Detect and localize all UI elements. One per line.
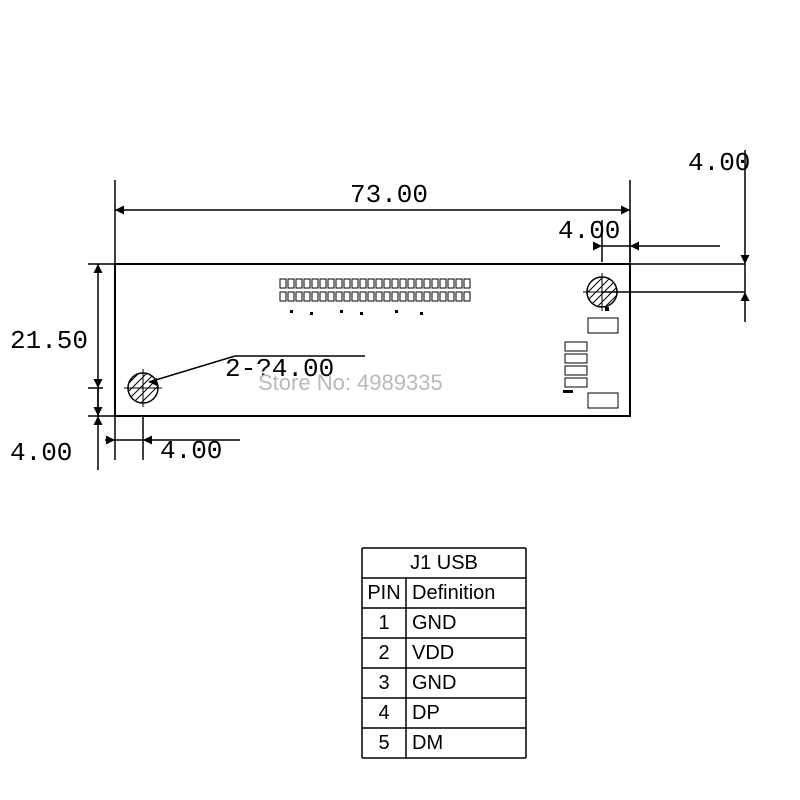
svg-text:GND: GND bbox=[412, 672, 456, 694]
svg-text:5: 5 bbox=[378, 732, 389, 754]
svg-text:4.00: 4.00 bbox=[688, 148, 750, 178]
svg-text:GND: GND bbox=[412, 612, 456, 634]
svg-text:2: 2 bbox=[378, 642, 389, 664]
svg-text:VDD: VDD bbox=[412, 642, 454, 664]
svg-text:DM: DM bbox=[412, 732, 443, 754]
svg-text:DP: DP bbox=[412, 702, 440, 724]
svg-text:1: 1 bbox=[378, 612, 389, 634]
svg-text:3: 3 bbox=[378, 672, 389, 694]
svg-text:4: 4 bbox=[378, 702, 389, 724]
svg-text:Store No: 4989335: Store No: 4989335 bbox=[258, 370, 443, 395]
svg-text:PIN: PIN bbox=[367, 582, 400, 604]
svg-text:73.00: 73.00 bbox=[350, 180, 428, 210]
svg-text:21.50: 21.50 bbox=[10, 326, 88, 356]
svg-text:4.00: 4.00 bbox=[10, 438, 72, 468]
svg-text:Definition: Definition bbox=[412, 582, 495, 604]
svg-text:4.00: 4.00 bbox=[160, 436, 222, 466]
svg-text:J1 USB: J1 USB bbox=[410, 552, 478, 574]
svg-text:4.00: 4.00 bbox=[558, 216, 620, 246]
